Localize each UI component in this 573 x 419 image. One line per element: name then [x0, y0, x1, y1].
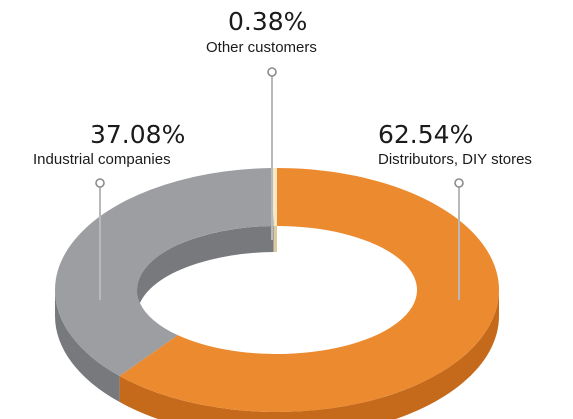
donut-3d-sides [55, 226, 499, 419]
slice-other [271, 167, 277, 227]
slice-label-distributors: Distributors, DIY stores [378, 151, 532, 168]
leader-marker-other [267, 67, 277, 77]
slice-side-industrial [55, 290, 120, 403]
slice-percent-industrial: 37.08% [90, 120, 185, 149]
slice-distributors [119, 168, 500, 413]
slice-inner-wall-other [273, 226, 277, 253]
slice-inner-wall-industrial [137, 226, 274, 316]
leader-marker-distributors [454, 178, 464, 188]
donut-slices [54, 167, 500, 413]
slice-side-distributors [119, 290, 499, 419]
slice-industrial [54, 168, 274, 377]
slice-label-other: Other customers [206, 39, 317, 56]
leader-marker-industrial [95, 178, 105, 188]
slice-label-industrial: Industrial companies [33, 151, 171, 168]
slice-percent-other: 0.38% [228, 7, 307, 36]
leader-lines [95, 67, 464, 300]
slice-percent-distributors: 62.54% [378, 120, 473, 149]
